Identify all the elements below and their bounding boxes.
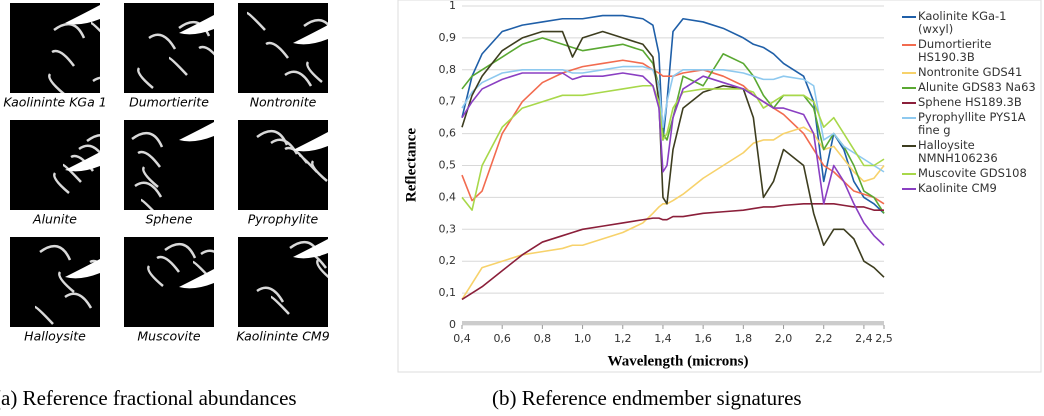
legend-swatch	[902, 87, 916, 89]
x-tick-label: 1,8	[735, 332, 753, 345]
y-tick-label: 0,3	[439, 222, 457, 235]
abundance-label: Pyrophylite	[248, 212, 319, 227]
abundance-map	[10, 237, 100, 327]
abundance-label: Nontronite	[250, 95, 317, 110]
legend-swatch	[902, 44, 916, 46]
abundance-label: Halloysite	[24, 329, 86, 344]
y-tick-label: 0,4	[439, 190, 457, 203]
y-axis-label: Reflectance	[403, 128, 419, 202]
legend-swatch	[902, 72, 916, 74]
legend-item: Sphene HS189.3B	[902, 96, 1038, 109]
legend-item: Muscovite GDS108	[902, 167, 1038, 180]
x-tick-label: 0,4	[453, 332, 471, 345]
y-tick-label: 0,1	[439, 286, 457, 299]
legend-item: Alunite GDS83 Na63	[902, 81, 1038, 94]
series-line	[461, 37, 885, 214]
abundance-blob	[293, 132, 328, 152]
abundance-texture	[246, 11, 336, 87]
abundance-texture	[147, 242, 229, 287]
legend-item: Dumortierite HS190.3B	[902, 38, 1038, 64]
abundance-texture	[131, 131, 164, 218]
abundance-label: Dumortierite	[129, 95, 209, 110]
abundance-blob	[179, 15, 214, 35]
abundance-panel: Kaolininte KGa 1 Dumortierite Nontronite Al…	[3, 3, 336, 344]
series-line	[461, 30, 885, 278]
y-tick-label: 1	[449, 0, 456, 12]
abundance-label: Muscovite	[137, 329, 201, 344]
abundance-blob	[179, 269, 214, 289]
legend-item: Kaolinite CM9	[902, 182, 1038, 195]
series-line	[461, 65, 885, 173]
abundance-blob	[65, 259, 100, 279]
abundance-map	[238, 120, 328, 210]
legend-label: Kaolinite CM9	[918, 181, 997, 195]
abundance-label: Alunite	[32, 212, 77, 227]
legend-swatch	[902, 173, 916, 175]
legend-label: Alunite GDS83 Na63	[918, 80, 1036, 94]
x-tick-label: 2,2	[815, 332, 833, 345]
series-line	[461, 59, 885, 205]
legend-label: Halloysite NMNH106236	[918, 138, 998, 165]
abundance-texture	[48, 21, 121, 95]
abundance-label: Sphene	[145, 212, 192, 227]
series-line	[461, 126, 885, 300]
abundance-blob	[293, 239, 328, 259]
x-tick-label: 2,5	[875, 332, 893, 345]
x-axis-band	[462, 321, 884, 325]
x-tick-label: 0,8	[534, 332, 552, 345]
x-tick-label: 2,4	[855, 332, 873, 345]
x-axis-label: Wavelength (microns)	[608, 353, 749, 369]
abundance-label: Kaolininte CM9	[236, 329, 329, 344]
legend-label: Kaolinite KGa-1 (wxyl)	[918, 9, 1007, 36]
legend-label: Dumortierite HS190.3B	[918, 37, 992, 64]
legend-item: Pyrophyllite PYS1A fine g	[902, 111, 1038, 137]
legend-item: Halloysite NMNH106236	[902, 139, 1038, 165]
y-tick-label: 0,6	[439, 127, 457, 140]
legend-label: Nontronite GDS41	[918, 65, 1023, 79]
abundance-blob	[179, 122, 214, 142]
x-tick-label: 1,4	[654, 332, 672, 345]
y-tick-label: 0	[449, 318, 456, 331]
series-line	[461, 72, 885, 246]
legend-swatch	[902, 117, 916, 119]
abundance-blob	[65, 5, 100, 25]
legend-swatch	[902, 16, 916, 18]
x-tick-label: 0,6	[493, 332, 511, 345]
x-tick-label: 2,0	[775, 332, 793, 345]
legend-label: Sphene HS189.3B	[918, 95, 1022, 109]
legend: Kaolinite KGa-1 (wxyl) Dumortierite HS190…	[902, 10, 1038, 197]
caption-a: (a) Reference fractional abundances	[0, 386, 297, 410]
abundance-texture	[53, 133, 119, 194]
legend-swatch	[902, 145, 916, 147]
y-tick-label: 0,2	[439, 254, 457, 267]
y-tick-label: 0,5	[439, 159, 457, 172]
abundance-blob	[65, 152, 100, 172]
y-tick-label: 0,8	[439, 63, 457, 76]
x-tick-label: 1,0	[574, 332, 592, 345]
series-line	[461, 84, 885, 211]
legend-item: Kaolinite KGa-1 (wxyl)	[902, 10, 1038, 36]
abundance-texture	[137, 20, 223, 89]
x-tick-label: 1,2	[614, 332, 632, 345]
legend-swatch	[902, 102, 916, 104]
legend-swatch	[902, 188, 916, 190]
abundance-label: Kaolininte KGa 1	[3, 95, 106, 110]
legend-label: Pyrophyllite PYS1A fine g	[918, 110, 1026, 137]
abundance-blob	[293, 25, 328, 45]
legend-item: Nontronite GDS41	[902, 66, 1038, 79]
series-line	[461, 202, 884, 301]
caption-b: (b) Reference endmember signatures	[492, 386, 802, 410]
x-tick-label: 1,6	[694, 332, 712, 345]
y-tick-label: 0,9	[439, 31, 457, 44]
legend-label: Muscovite GDS108	[918, 166, 1027, 180]
y-tick-label: 0,7	[439, 95, 457, 108]
series-line	[461, 14, 885, 214]
